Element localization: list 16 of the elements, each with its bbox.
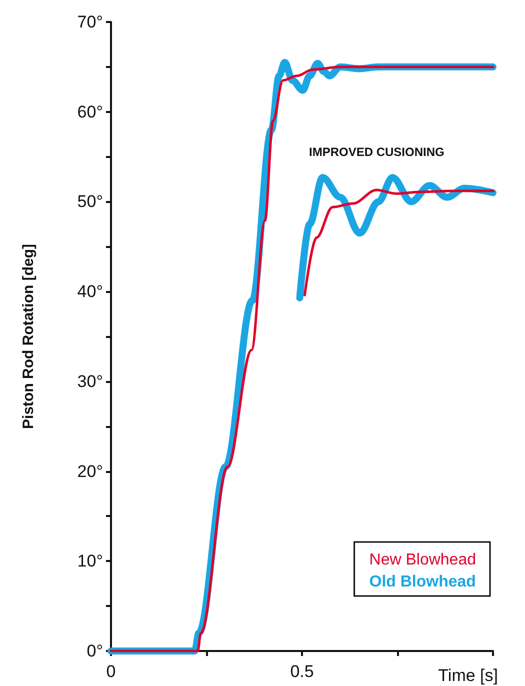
text: New Blowhead <box>369 552 476 568</box>
text: Old Blowhead <box>369 574 476 590</box>
y-tick-label: 70° <box>77 12 103 32</box>
annotation: IMPROVED CUSIONING <box>309 145 444 159</box>
x-axis-title: Time [s] <box>438 666 498 685</box>
y-tick-label: 0° <box>86 642 103 660</box>
y-tick-label: 20° <box>77 462 103 481</box>
y-tick-label: 30° <box>77 372 103 391</box>
line-series <box>303 188 494 296</box>
y-tick-label: 10° <box>77 552 103 571</box>
x-tick-label: 0 <box>106 662 116 681</box>
y-axis-title: Piston Rod Rotation [deg] <box>20 244 37 429</box>
y-tick-label: 40° <box>77 282 103 302</box>
y-tick-label: 50° <box>77 192 103 212</box>
y-tick-label: 60° <box>77 102 103 122</box>
x-tick-label: 0.5 <box>290 662 314 681</box>
